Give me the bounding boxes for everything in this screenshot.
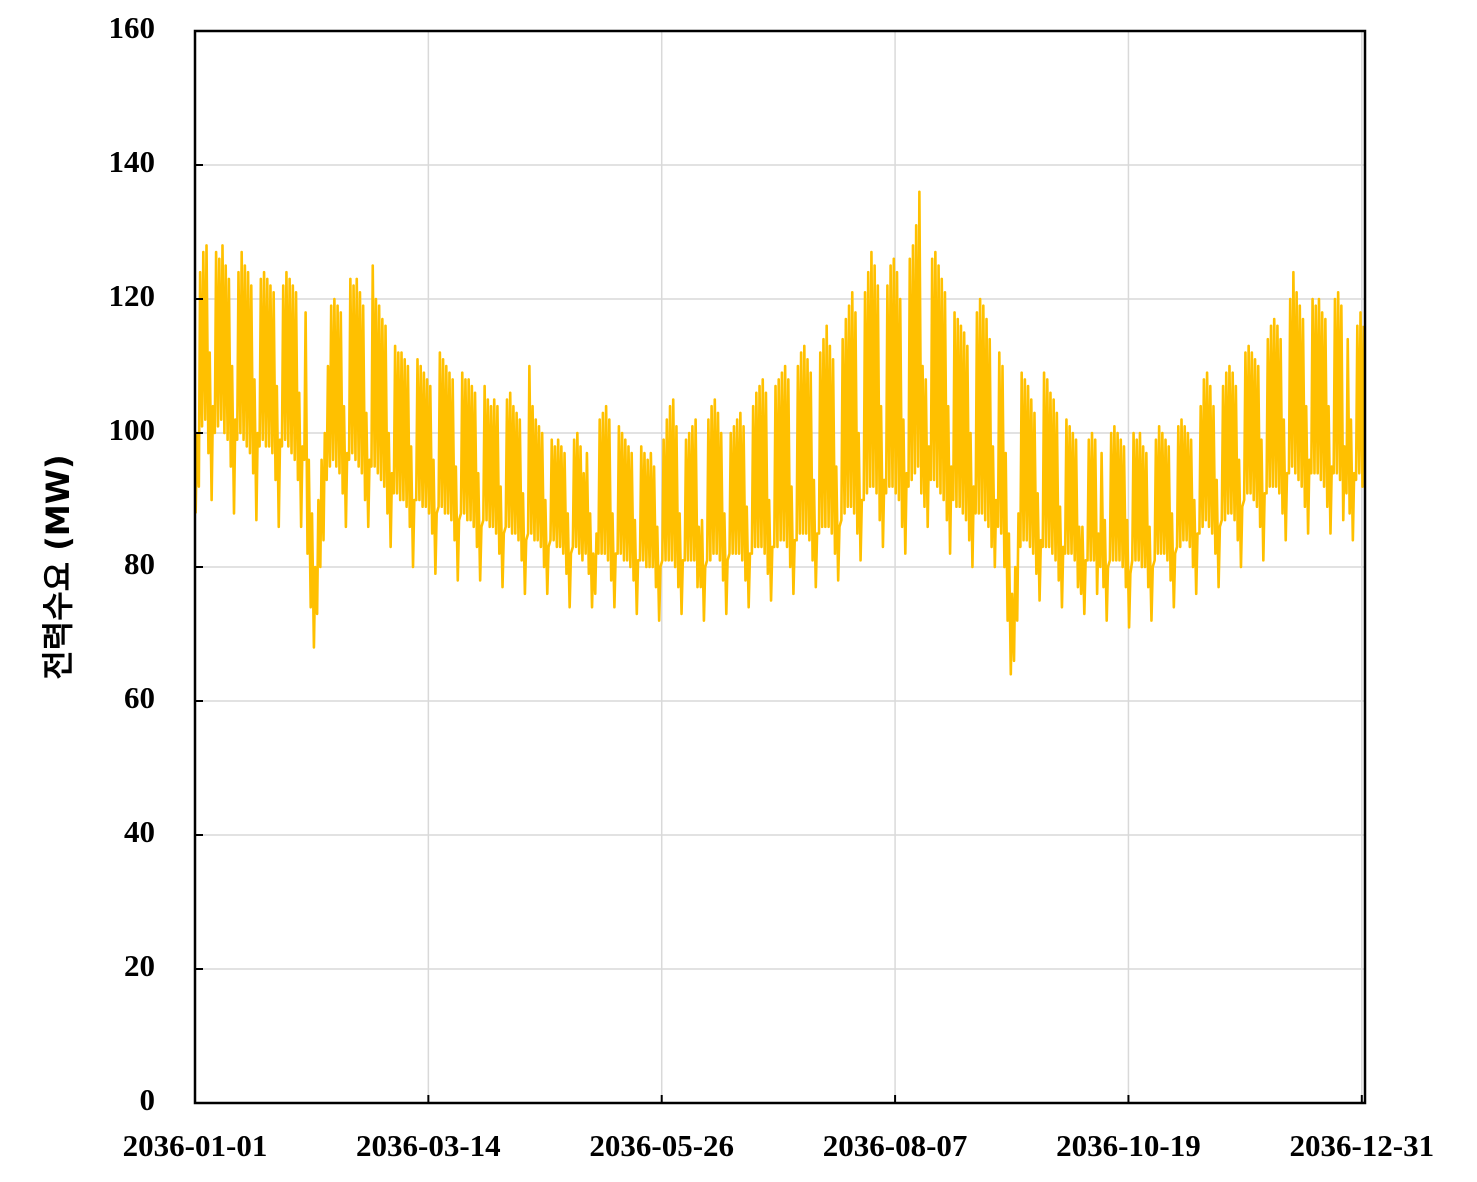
y-tick-label: 140 [109,144,156,179]
plot-area [194,190,1366,676]
y-tick-label: 80 [124,546,155,581]
x-tick-label: 2036-05-26 [589,1128,734,1163]
grid [194,30,1365,1104]
series-line [194,190,1366,676]
x-tick-label: 2036-10-19 [1056,1128,1201,1163]
x-tick-label: 2036-03-14 [356,1128,501,1163]
x-tick-label: 2036-08-07 [823,1128,968,1163]
y-tick-label: 0 [140,1082,156,1117]
y-tick-label: 120 [109,278,156,313]
ticks: 0 20 40 60 80 100 120 140 160 2036-01-01 2036-03-1… [109,10,1435,1163]
y-tick-label: 40 [124,814,155,849]
x-tick-label: 2036-12-31 [1289,1128,1434,1163]
y-tick-label: 100 [109,412,156,447]
y-tick-label: 20 [124,948,155,983]
y-tick-label: 160 [109,10,156,45]
y-axis-label: 전력수요 (MW) [39,454,77,679]
y-tick-label: 60 [124,680,155,715]
x-tick-label: 2036-01-01 [123,1128,268,1163]
